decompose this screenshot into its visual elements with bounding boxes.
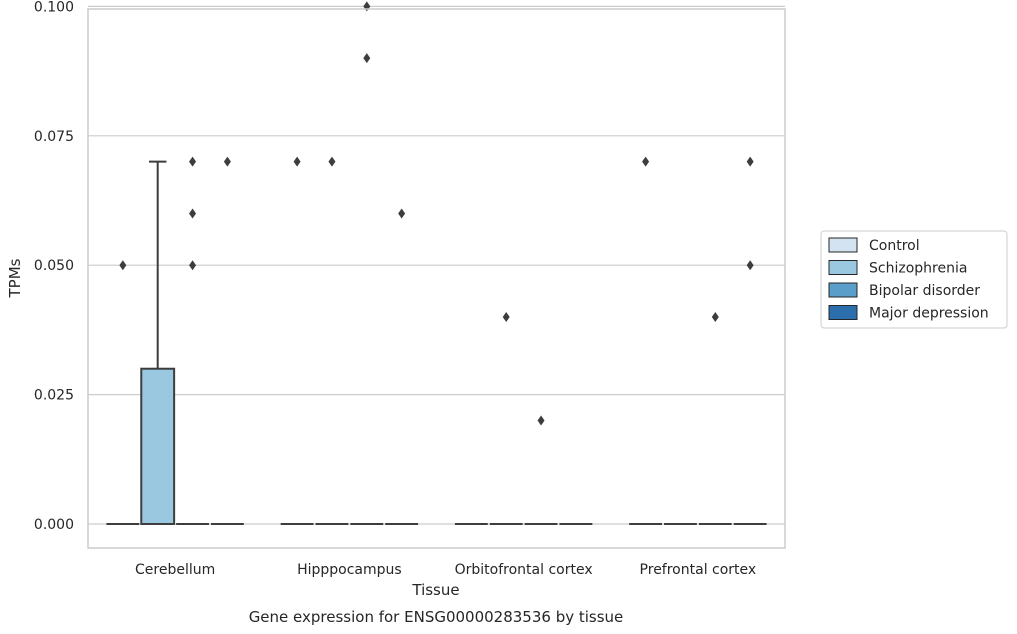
box-group — [315, 156, 349, 525]
boxes — [106, 1, 767, 525]
box-group — [176, 156, 209, 525]
outlier-point — [189, 208, 197, 219]
x-tick-label: Cerebellum — [135, 562, 215, 578]
x-axis-title: Tissue — [411, 581, 459, 599]
legend-swatch — [828, 260, 858, 275]
box-group — [524, 415, 558, 525]
box-group — [733, 156, 767, 525]
box-group — [350, 1, 384, 525]
legend-label: Bipolar disorder — [869, 283, 980, 299]
x-tick-label: Orbitofrontal cortex — [455, 562, 593, 578]
outlier-point — [189, 156, 197, 167]
legend-swatch — [828, 237, 858, 253]
outlier-point — [537, 415, 545, 426]
legend-label: Major depression — [869, 306, 989, 322]
legend-items: Control Schizophrenia Bipolar disorder Majo… — [828, 237, 989, 322]
legend-label: Schizophrenia — [869, 261, 967, 277]
box-group — [385, 208, 419, 525]
outlier-point — [189, 260, 197, 271]
y-tick-label: 0.100 — [34, 0, 74, 15]
y-tick-label: 0.075 — [34, 129, 74, 145]
x-tick-labels: Cerebellum Hipppocampus Orbitofrontal cort… — [135, 562, 756, 578]
y-tick-label: 0.025 — [34, 388, 74, 404]
outlier-point — [398, 208, 406, 219]
legend: Control Schizophrenia Bipolar disorder Majo… — [820, 230, 1008, 329]
chart-caption: Gene expression for ENSG00000283536 by t… — [249, 608, 624, 626]
y-tick-label: 0.050 — [34, 258, 74, 274]
outlier-point — [711, 311, 719, 322]
y-axis-title: TPMs — [6, 258, 24, 298]
plot-frame — [87, 8, 786, 549]
outlier-point — [502, 311, 510, 322]
legend-frame — [820, 230, 1008, 329]
legend-label: Control — [869, 238, 920, 254]
x-tick-label: Hipppocampus — [297, 562, 402, 578]
outlier-point — [119, 260, 127, 271]
box-group — [489, 311, 523, 525]
outlier-point — [363, 53, 371, 64]
outlier-point — [293, 156, 301, 167]
box — [140, 367, 176, 525]
outlier-point — [328, 156, 336, 167]
outlier-point — [363, 1, 371, 12]
box-group — [106, 260, 140, 525]
box-group — [280, 156, 314, 525]
x-tick-label: Prefrontal cortex — [640, 562, 757, 578]
outlier-point — [746, 156, 754, 167]
box-group — [629, 156, 663, 525]
box-group — [698, 311, 732, 525]
legend-swatch — [828, 282, 858, 298]
box-group — [140, 160, 176, 525]
box-group — [210, 156, 244, 525]
outlier-point — [223, 156, 231, 167]
legend-swatch — [828, 305, 858, 320]
y-tick-label: 0.000 — [34, 517, 74, 533]
plot-border — [87, 8, 786, 549]
outlier-point — [746, 260, 754, 271]
outlier-point — [642, 156, 650, 167]
